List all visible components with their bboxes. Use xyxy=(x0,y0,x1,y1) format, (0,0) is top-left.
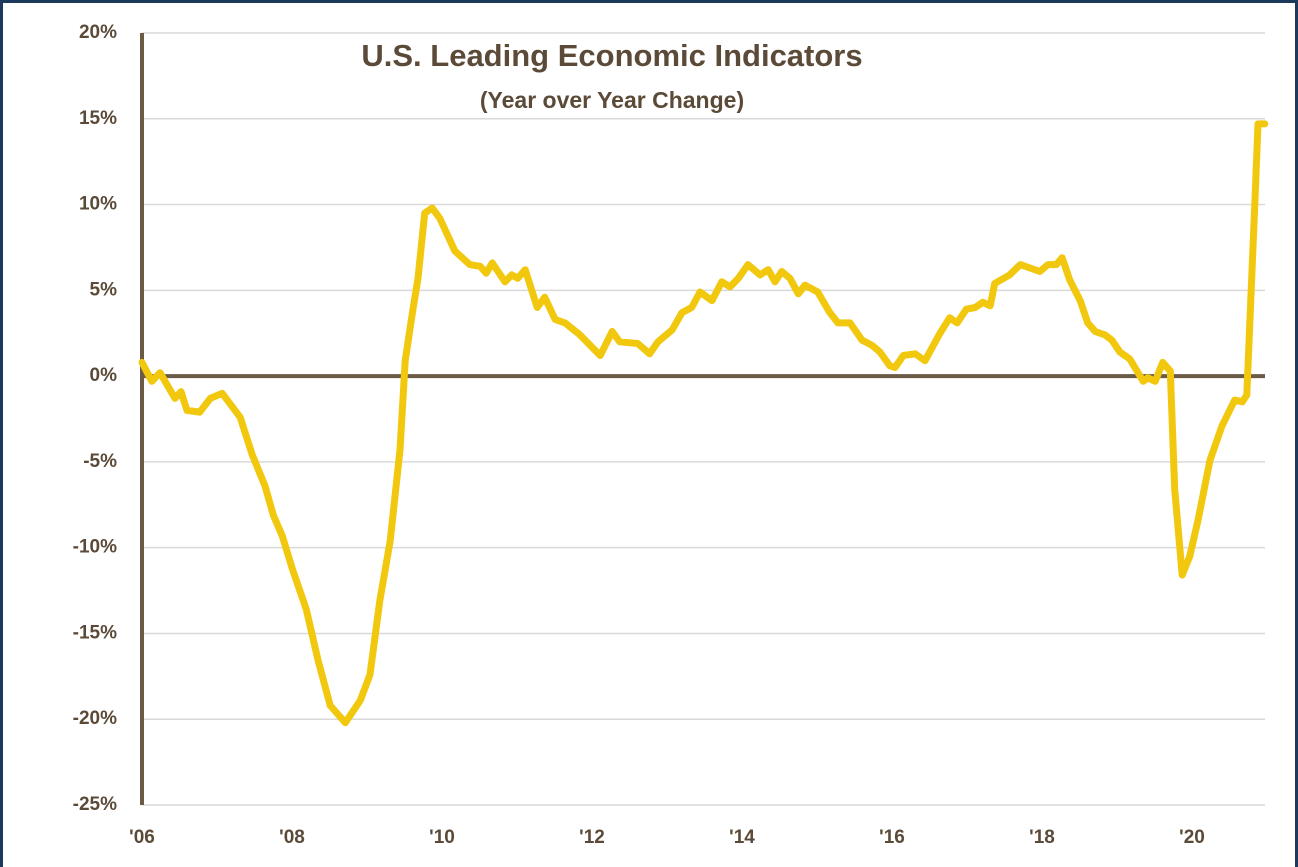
x-tick-label: '10 xyxy=(429,827,455,848)
y-tick-label: 0% xyxy=(90,365,118,386)
y-tick-label: 5% xyxy=(90,279,118,300)
y-tick-label: 20% xyxy=(79,22,117,43)
x-tick-label: '18 xyxy=(1029,827,1055,848)
chart-subtitle: (Year over Year Change) xyxy=(480,87,744,113)
y-tick-label: -20% xyxy=(73,708,117,729)
x-tick-label: '16 xyxy=(879,827,905,848)
y-tick-label: -25% xyxy=(73,794,117,815)
y-tick-label: 15% xyxy=(79,108,117,129)
y-tick-label: -15% xyxy=(73,622,117,643)
x-tick-label: '08 xyxy=(279,827,305,848)
x-tick-label: '20 xyxy=(1179,827,1205,848)
y-tick-label: -10% xyxy=(73,537,117,558)
y-tick-label: -5% xyxy=(83,451,117,472)
chart-title: U.S. Leading Economic Indicators xyxy=(361,38,862,73)
y-tick-label: 10% xyxy=(79,194,117,215)
data-line xyxy=(138,120,1269,727)
x-tick-label: '12 xyxy=(579,827,605,848)
x-tick-label: '06 xyxy=(129,827,155,848)
x-tick-label: '14 xyxy=(729,827,755,848)
